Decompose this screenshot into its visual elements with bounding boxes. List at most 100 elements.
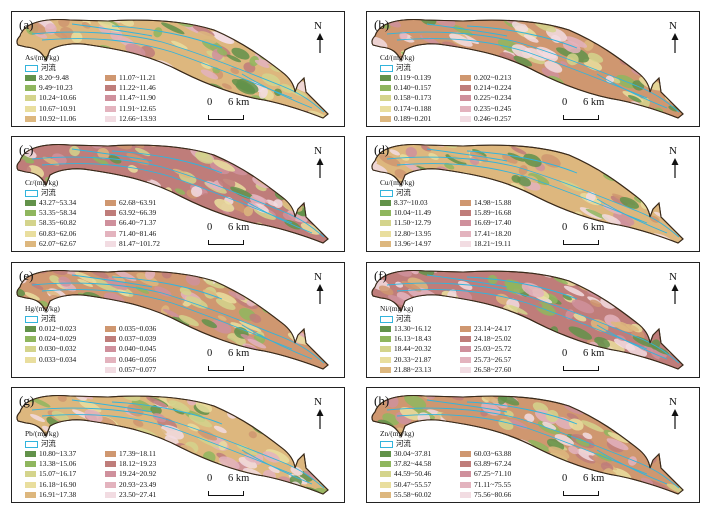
- legend-class-item: 55.58~60.02: [380, 490, 460, 500]
- legend-swatch: [380, 491, 391, 498]
- legend-range-label: 0.140~0.157: [394, 83, 432, 93]
- legend-range-label: 23.14~24.17: [474, 324, 512, 333]
- map-legend: Cr/(mg/kg) 河流 43.27~53.34 62.68~63.91 53.3…: [25, 178, 185, 249]
- legend-swatch: [380, 471, 391, 478]
- legend-swatch: [105, 461, 116, 468]
- north-arrow-icon: N: [313, 396, 327, 430]
- legend-range-label: 11.91~12.65: [119, 103, 156, 113]
- legend-range-label: 23.50~27.41: [119, 489, 157, 499]
- legend-range-label: 10.80~13.37: [39, 449, 77, 458]
- legend-class-item: 0.024~0.029: [25, 334, 105, 344]
- legend-range-label: 10.92~11.06: [39, 113, 76, 123]
- scale-bar-icon: 0 6 km: [559, 473, 609, 497]
- legend-range-label: 0.046~0.056: [119, 354, 157, 364]
- legend-class-item: 23.50~27.41: [105, 490, 185, 500]
- legend-class-item: 12.80~13.95: [380, 229, 460, 239]
- legend-swatch: [380, 356, 391, 363]
- legend-class-item: 10.67~10.91: [25, 104, 105, 114]
- legend-range-label: 10.67~10.91: [39, 103, 77, 113]
- legend-river-item: 河流: [380, 188, 540, 198]
- legend-range-label: 20.33~21.87: [394, 354, 432, 364]
- legend-range-label: 15.07~16.17: [39, 469, 77, 479]
- legend-swatch: [25, 95, 36, 102]
- basin-map: [371, 394, 684, 495]
- legend-river-label: 河流: [396, 62, 411, 72]
- scale-bar-icon: 0 6 km: [204, 97, 254, 121]
- legend-swatch: [25, 240, 36, 247]
- scale-bar-icon: 0 6 km: [204, 348, 254, 372]
- legend-class-item: 50.47~55.57: [380, 480, 460, 490]
- legend-range-label: 10.24~10.66: [39, 93, 77, 103]
- legend-range-label: 12.80~13.95: [394, 228, 432, 238]
- map-legend: Cu/(mg/kg) 河流 8.37~10.03 14.98~15.88 10.04…: [380, 178, 540, 249]
- legend-swatch: [105, 85, 116, 92]
- legend-class-item: 67.25~71.10: [460, 469, 540, 479]
- legend-range-label: 63.89~67.24: [474, 459, 512, 469]
- legend-river-label: 河流: [41, 438, 56, 448]
- legend-range-label: 10.04~11.49: [394, 208, 431, 218]
- legend-class-item: 15.89~16.68: [460, 208, 540, 218]
- legend-range-label: 60.83~62.06: [39, 228, 77, 238]
- legend-range-label: 0.040~0.045: [119, 344, 157, 354]
- legend-range-label: 71.11~75.55: [474, 479, 511, 489]
- legend-swatch: [380, 346, 391, 353]
- legend-class-item: 60.83~62.06: [25, 229, 105, 239]
- legend-river-item: 河流: [380, 63, 540, 73]
- legend-range-label: 16.91~17.38: [39, 489, 77, 499]
- map-panel-d: (d) N Cu/(mg/kg) 河流 8.37~10.03 14.98~15.8…: [366, 136, 700, 252]
- legend-class-item: 0.012~0.023: [25, 324, 105, 334]
- legend-range-label: 60.03~63.88: [474, 449, 512, 458]
- river-swatch: [25, 315, 38, 323]
- legend-class-item: [25, 365, 105, 375]
- legend-range-label: 67.25~71.10: [474, 469, 512, 479]
- legend-swatch: [25, 346, 36, 353]
- scale-end-label: 6 km: [228, 348, 250, 359]
- legend-class-item: 75.56~80.66: [460, 490, 540, 500]
- legend-swatch: [25, 200, 36, 207]
- legend-class-item: 13.38~15.06: [25, 459, 105, 469]
- legend-range-label: 0.158~0.173: [394, 93, 432, 103]
- legend-river-label: 河流: [396, 187, 411, 197]
- river-lines: [31, 23, 325, 113]
- legend-class-grid: 10.80~13.37 17.39~18.11 13.38~15.06 18.12~1…: [25, 449, 185, 500]
- legend-class-item: 20.33~21.87: [380, 355, 460, 365]
- legend-class-item: 25.73~26.57: [460, 355, 540, 365]
- legend-swatch: [105, 491, 116, 498]
- legend-range-label: 81.47~101.72: [119, 238, 160, 248]
- legend-range-label: 21.88~23.13: [394, 364, 432, 374]
- river-swatch: [380, 64, 393, 72]
- river-lines: [386, 148, 680, 238]
- basin-map: [371, 18, 684, 119]
- river-lines: [31, 148, 325, 238]
- legend-swatch: [105, 471, 116, 478]
- legend-range-label: 8.20~9.48: [39, 73, 69, 82]
- legend-river-item: 河流: [380, 314, 540, 324]
- legend-swatch: [25, 230, 36, 237]
- legend-class-item: 10.80~13.37: [25, 449, 105, 459]
- north-label: N: [314, 20, 322, 32]
- scale-start-label: 0: [207, 473, 213, 484]
- legend-class-grid: 8.37~10.03 14.98~15.88 10.04~11.49 15.89~16…: [380, 198, 540, 249]
- map-legend: As/(mg/kg) 河流 8.20~9.48 11.07~11.21 9.49~1…: [25, 53, 185, 124]
- legend-range-label: 0.024~0.029: [39, 334, 77, 344]
- scale-bar-icon: 0 6 km: [204, 222, 254, 246]
- legend-class-item: 63.92~66.39: [105, 208, 185, 218]
- legend-class-item: 53.35~58.34: [25, 208, 105, 218]
- scale-bar-line: [208, 366, 244, 371]
- scale-end-label: 6 km: [228, 222, 250, 233]
- map-panel-g: (g) N Pb/(mg/kg) 河流 10.80~13.37 17.39~18.…: [11, 387, 345, 503]
- legend-class-item: 26.58~27.60: [460, 365, 540, 375]
- legend-swatch: [460, 346, 471, 353]
- scale-bar-line: [563, 491, 599, 496]
- scale-bar-line: [563, 366, 599, 371]
- legend-swatch: [25, 115, 36, 122]
- legend-class-item: 13.30~16.12: [380, 324, 460, 334]
- panel-label: (c): [19, 142, 34, 157]
- legend-swatch: [105, 210, 116, 217]
- legend-swatch: [105, 95, 116, 102]
- legend-swatch: [380, 210, 391, 217]
- river-lines: [386, 399, 680, 489]
- river-swatch: [380, 189, 393, 197]
- legend-swatch: [105, 75, 116, 82]
- river-swatch: [25, 64, 38, 72]
